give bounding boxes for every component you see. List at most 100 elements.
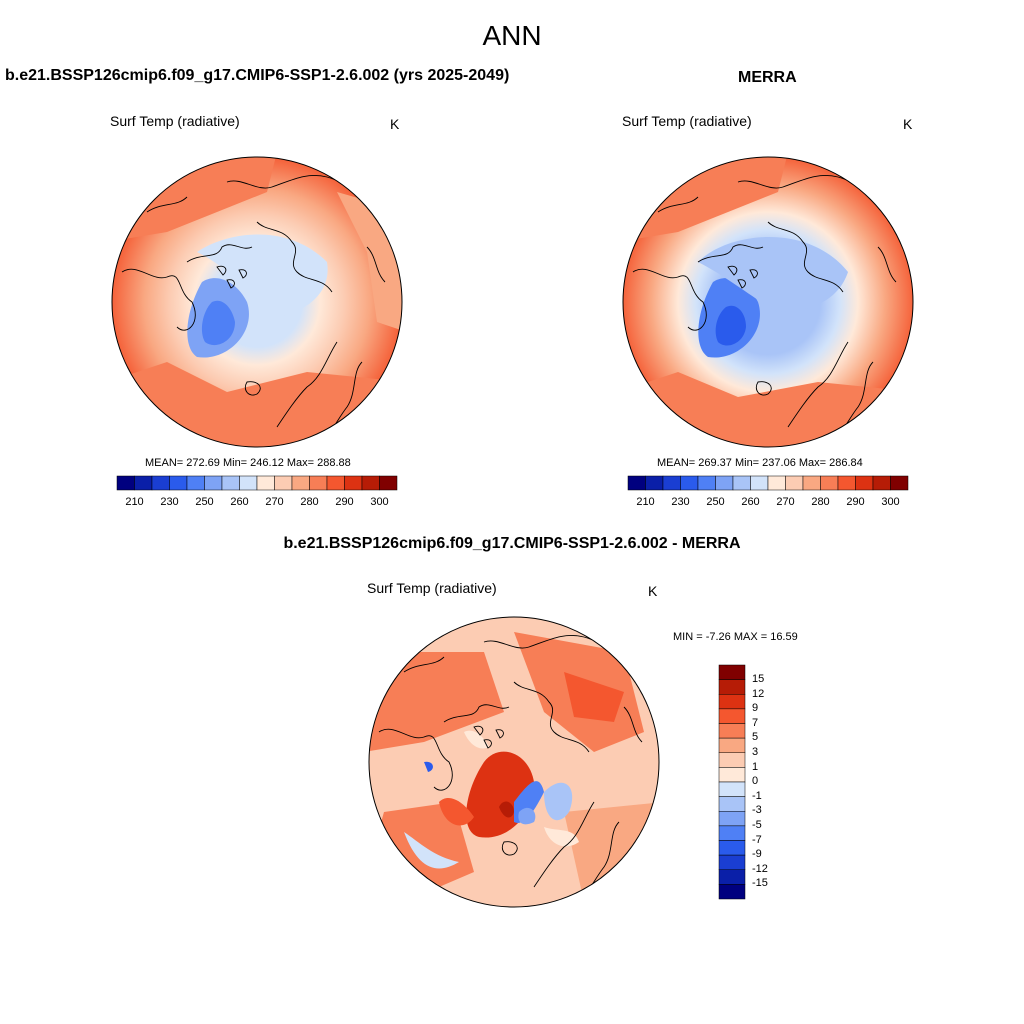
diff-colorbar-swatch bbox=[718, 781, 746, 797]
model-colorbar-swatch bbox=[186, 475, 205, 491]
obs-colorbar-swatch bbox=[680, 475, 699, 491]
obs-colorbar-swatch bbox=[732, 475, 751, 491]
obs-colorbar-swatch bbox=[785, 475, 804, 491]
diff-colorbar-tick: -1 bbox=[752, 790, 762, 802]
diff-colorbar-swatch bbox=[718, 752, 746, 768]
diff-colorbar-swatch bbox=[718, 679, 746, 695]
model-colorbar-swatch bbox=[221, 475, 240, 491]
model-colorbar-swatch bbox=[116, 475, 135, 491]
diff-colorbar-swatch bbox=[718, 664, 746, 680]
model-colorbar bbox=[116, 475, 398, 491]
diff-colorbar-tick: 1 bbox=[752, 761, 759, 773]
obs-colorbar-tick: 260 bbox=[741, 496, 760, 508]
diff-colorbar-swatch bbox=[718, 854, 746, 870]
model-panel-title: b.e21.BSSP126cmip6.f09_g17.CMIP6-SSP1-2.… bbox=[5, 67, 510, 84]
diff-colorbar-swatch bbox=[718, 840, 746, 856]
diff-colorbar-tick: 12 bbox=[752, 688, 765, 700]
diff-colorbar-swatch bbox=[718, 737, 746, 753]
diff-panel-title: b.e21.BSSP126cmip6.f09_g17.CMIP6-SSP1-2.… bbox=[283, 535, 741, 552]
obs-colorbar-swatch bbox=[837, 475, 856, 491]
obs-colorbar-swatch bbox=[872, 475, 891, 491]
model-colorbar-tick: 250 bbox=[195, 496, 214, 508]
model-colorbar-swatch bbox=[344, 475, 363, 491]
model-colorbar-swatch bbox=[256, 475, 275, 491]
model-colorbar-swatch bbox=[239, 475, 258, 491]
diff-colorbar-tick: -3 bbox=[752, 804, 762, 816]
diff-colorbar-swatch bbox=[718, 708, 746, 724]
diff-stats: MIN = -7.26 MAX = 16.59 bbox=[673, 631, 798, 643]
diff-colorbar-swatch bbox=[718, 825, 746, 841]
obs-panel-title: MERRA bbox=[738, 69, 797, 86]
obs-colorbar-tick: 270 bbox=[776, 496, 795, 508]
obs-stats: MEAN= 269.37 Min= 237.06 Max= 286.84 bbox=[657, 457, 863, 469]
obs-units-label: K bbox=[903, 116, 913, 132]
model-colorbar-swatch bbox=[309, 475, 328, 491]
obs-colorbar-swatch bbox=[645, 475, 664, 491]
model-colorbar-tick: 230 bbox=[160, 496, 179, 508]
model-colorbar-swatch bbox=[134, 475, 153, 491]
diff-colorbar-tick: 9 bbox=[752, 702, 759, 714]
figure-title: ANN bbox=[482, 20, 542, 51]
model-colorbar-swatch bbox=[379, 475, 398, 491]
obs-colorbar-swatch bbox=[855, 475, 874, 491]
diff-colorbar-tick: 15 bbox=[752, 673, 765, 685]
obs-colorbar-swatch bbox=[820, 475, 839, 491]
diff-colorbar-swatch bbox=[718, 796, 746, 812]
obs-colorbar-swatch bbox=[627, 475, 646, 491]
diff-units-label: K bbox=[648, 583, 658, 599]
obs-colorbar bbox=[627, 475, 909, 491]
model-polar-map bbox=[111, 156, 403, 448]
model-colorbar-swatch bbox=[274, 475, 293, 491]
obs-colorbar-swatch bbox=[697, 475, 716, 491]
model-colorbar-swatch bbox=[361, 475, 380, 491]
diff-colorbar-tick: -9 bbox=[752, 848, 762, 860]
model-colorbar-ticks: 210 230 250 260 270 280 290 300 bbox=[117, 496, 397, 510]
obs-colorbar-tick: 300 bbox=[881, 496, 900, 508]
diff-colorbar-tick: -12 bbox=[752, 863, 768, 875]
obs-colorbar-swatch bbox=[715, 475, 734, 491]
diff-colorbar-swatch bbox=[718, 767, 746, 783]
diff-polar-map bbox=[368, 616, 660, 908]
diff-colorbar-tick: -7 bbox=[752, 834, 762, 846]
model-colorbar-tick: 210 bbox=[125, 496, 144, 508]
diff-colorbar-tick: -5 bbox=[752, 819, 762, 831]
model-colorbar-swatch bbox=[169, 475, 188, 491]
model-colorbar-swatch bbox=[151, 475, 170, 491]
diff-colorbar bbox=[718, 664, 746, 900]
diff-colorbar-tick: 7 bbox=[752, 717, 759, 729]
diff-variable-label: Surf Temp (radiative) bbox=[367, 580, 497, 596]
obs-colorbar-tick: 280 bbox=[811, 496, 830, 508]
model-colorbar-swatch bbox=[204, 475, 223, 491]
model-colorbar-tick: 270 bbox=[265, 496, 284, 508]
obs-colorbar-tick: 210 bbox=[636, 496, 655, 508]
obs-colorbar-swatch bbox=[750, 475, 769, 491]
diff-colorbar-tick: 5 bbox=[752, 731, 759, 743]
obs-variable-label: Surf Temp (radiative) bbox=[622, 113, 752, 129]
model-variable-label: Surf Temp (radiative) bbox=[110, 113, 240, 129]
obs-colorbar-swatch bbox=[662, 475, 681, 491]
model-colorbar-tick: 280 bbox=[300, 496, 319, 508]
obs-colorbar-tick: 290 bbox=[846, 496, 865, 508]
model-units-label: K bbox=[390, 116, 400, 132]
diff-colorbar-tick: 0 bbox=[752, 775, 759, 787]
model-stats: MEAN= 272.69 Min= 246.12 Max= 288.88 bbox=[145, 457, 351, 469]
diff-colorbar-swatch bbox=[718, 884, 746, 900]
model-colorbar-swatch bbox=[326, 475, 345, 491]
obs-colorbar-swatch bbox=[767, 475, 786, 491]
diff-colorbar-tick: 3 bbox=[752, 746, 759, 758]
model-colorbar-tick: 300 bbox=[370, 496, 389, 508]
obs-colorbar-swatch bbox=[802, 475, 821, 491]
diff-colorbar-swatch bbox=[718, 694, 746, 710]
diff-colorbar-tick: -15 bbox=[752, 877, 768, 889]
diff-colorbar-swatch bbox=[718, 811, 746, 827]
diff-colorbar-swatch bbox=[718, 723, 746, 739]
diff-colorbar-swatch bbox=[718, 869, 746, 885]
obs-colorbar-ticks: 210 230 250 260 270 280 290 300 bbox=[628, 496, 908, 510]
model-colorbar-tick: 260 bbox=[230, 496, 249, 508]
obs-colorbar-tick: 250 bbox=[706, 496, 725, 508]
diff-colorbar-ticks: 15 12 9 7 5 3 1 0 -1 -3 -5 -7 -9 -12 -15 bbox=[750, 665, 790, 899]
model-colorbar-tick: 290 bbox=[335, 496, 354, 508]
obs-polar-map bbox=[622, 156, 914, 448]
obs-colorbar-swatch bbox=[890, 475, 909, 491]
model-colorbar-swatch bbox=[291, 475, 310, 491]
